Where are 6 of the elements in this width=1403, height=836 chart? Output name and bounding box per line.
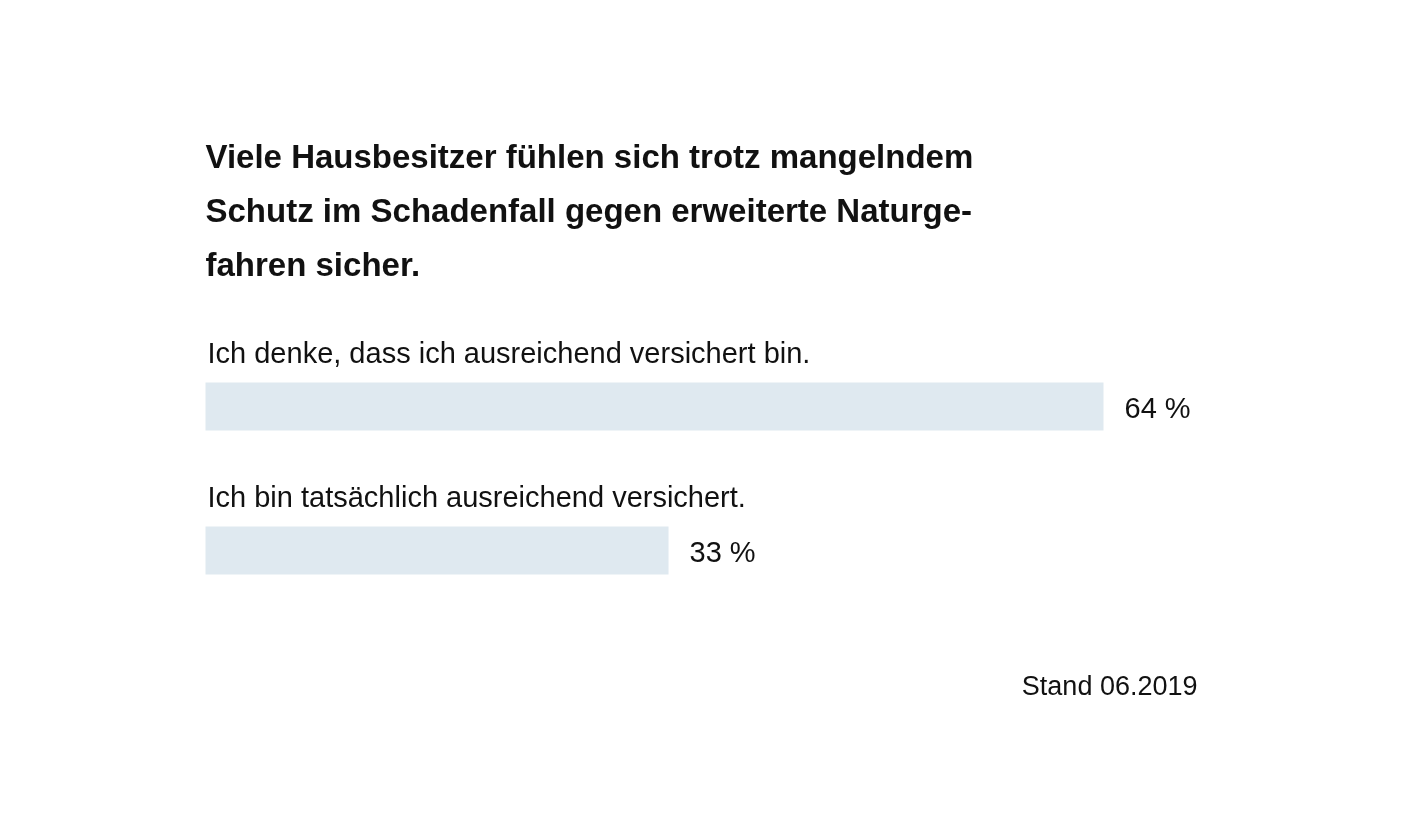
y-tick-label: Ich bin tatsächlich ausreichend versichert. — [207, 480, 746, 513]
data-label: 33 % — [689, 535, 756, 568]
y-tick-label: Ich denke, dass ich ausreichend versichert bin. — [207, 336, 811, 369]
data-label: 64 % — [1124, 391, 1191, 424]
text: Stand 06.2019 — [1021, 670, 1198, 701]
chart-title: Viele Hausbesitzer fühlen sich trotz mangelndem Schutz im Schadenfall gegen erweiterte Naturge- fahren sicher. — [205, 138, 974, 283]
